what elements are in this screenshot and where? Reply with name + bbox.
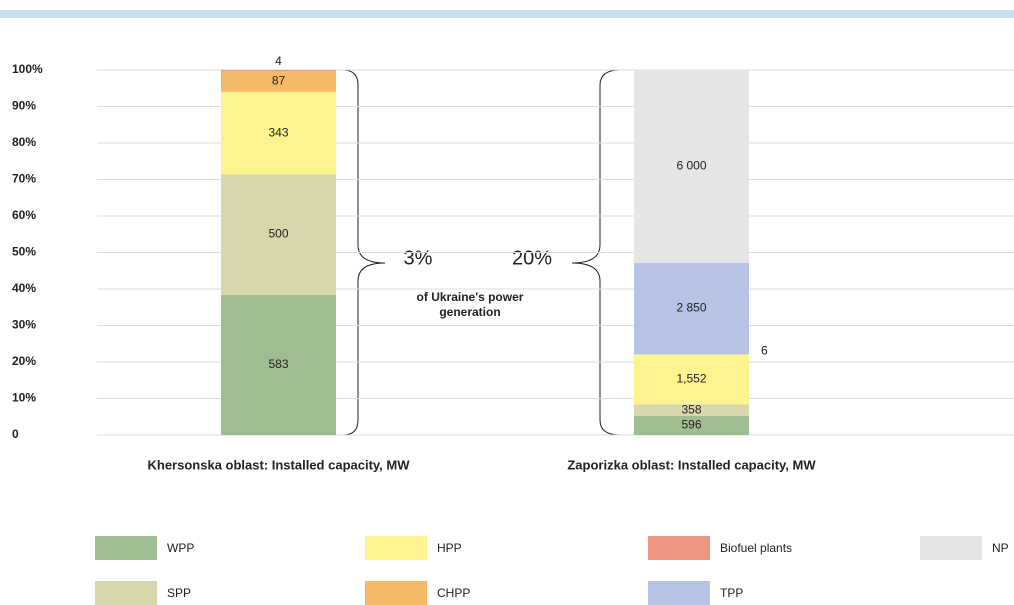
y-tick-label: 60% (12, 208, 36, 222)
legend-swatch (95, 536, 157, 560)
legend-label: NP (992, 541, 1009, 555)
annotation: of Ukraine's power generation (416, 290, 524, 319)
y-tick-label: 90% (12, 99, 36, 113)
legend-swatch (920, 536, 982, 560)
y-tick-label: 70% (12, 172, 36, 186)
x-category-label: Zaporizka oblast: Installed capacity, MW (567, 457, 816, 472)
legend-swatch (95, 581, 157, 605)
value-label: 2 850 (676, 301, 706, 315)
bar-segment (634, 70, 749, 263)
top-band (0, 10, 1014, 18)
annotation: 20% (512, 247, 552, 269)
brace (342, 69, 386, 436)
bar-segment (221, 70, 336, 71)
y-tick-label: 40% (12, 281, 36, 295)
annotation: 3% (404, 247, 433, 269)
legend-swatch (365, 536, 427, 560)
value-label: 500 (268, 227, 288, 241)
bar-segment (634, 415, 749, 435)
bar-segment (634, 354, 749, 405)
value-label: 583 (268, 357, 288, 371)
legend-swatch (648, 536, 710, 560)
value-label: 358 (681, 402, 701, 416)
x-category-label: Khersonska oblast: Installed capacity, M… (148, 457, 411, 472)
y-tick-label: 10% (12, 391, 36, 405)
value-label: 1,552 (676, 372, 706, 386)
legend-label: Biofuel plants (720, 541, 792, 555)
bar-segment (221, 91, 336, 175)
value-label: 6 000 (676, 159, 706, 173)
y-tick-label: 0 (12, 427, 19, 441)
legend-swatch (365, 581, 427, 605)
bar-segment (221, 70, 336, 92)
y-tick-label: 50% (12, 245, 36, 259)
y-tick-label: 100% (12, 62, 43, 76)
value-label: 6 (761, 343, 768, 357)
value-label: 343 (268, 125, 288, 139)
legend-label: HPP (437, 541, 462, 555)
bar-segment (634, 262, 749, 355)
legend-label: TPP (720, 586, 743, 600)
value-label: 596 (681, 418, 701, 432)
legend-label: SPP (167, 586, 191, 600)
y-tick-label: 30% (12, 318, 36, 332)
bar-segment (221, 294, 336, 435)
legend-swatch (648, 581, 710, 605)
bar-segment (221, 174, 336, 295)
y-tick-label: 80% (12, 135, 36, 149)
y-tick-label: 20% (12, 354, 36, 368)
legend-label: CHPP (437, 586, 470, 600)
value-label: 87 (272, 74, 286, 88)
legend-label: WPP (167, 541, 194, 555)
value-label: 4 (275, 54, 282, 68)
brace (571, 69, 621, 436)
bar-segment (634, 404, 749, 416)
